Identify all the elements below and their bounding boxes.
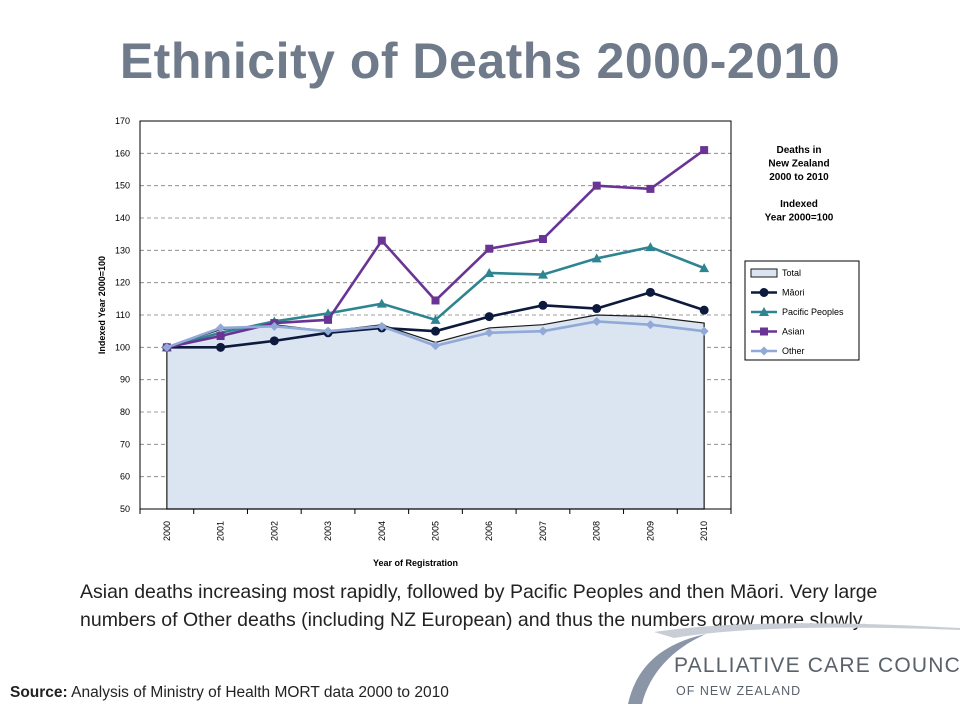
x-tick-label: 2007 [538, 521, 548, 541]
series-m-ori-point [699, 305, 709, 315]
slide-title: Ethnicity of Deaths 2000-2010 [119, 33, 841, 89]
y-tick-label: 50 [120, 504, 130, 514]
legend-label: Pacific Peoples [782, 307, 844, 317]
series-m-ori-point [538, 300, 548, 310]
chart-annotation-line: 2000 to 2010 [769, 172, 829, 183]
series-other-point [645, 320, 655, 330]
x-tick-label: 2010 [699, 521, 709, 541]
series-asian-point [646, 184, 655, 193]
series-other-point [592, 316, 602, 326]
palliative-care-council-logo: PALLIATIVE CARE COUNCIL OF NEW ZEALAND [614, 620, 960, 720]
x-tick-label: 2000 [162, 521, 172, 541]
deaths-line-chart: 50 60 70 80 90 100 110 120 130 140 150 160 170 2000 20… [97, 116, 860, 568]
series-pacific-peoples-point [591, 253, 602, 263]
x-axis-title: Year of Registration [373, 558, 458, 568]
series-other-point [216, 323, 226, 333]
x-tick-label: 2004 [377, 521, 387, 541]
series-asian-point [431, 296, 440, 305]
y-tick-label: 160 [115, 148, 130, 158]
chart-annotation-line: Year 2000=100 [765, 213, 834, 224]
series-pacific-peoples-point [484, 267, 495, 277]
y-tick-label: 90 [120, 375, 130, 385]
x-tick-label: 2006 [484, 521, 494, 541]
x-tick-label: 2001 [216, 521, 226, 541]
series-m-ori-point [645, 287, 655, 297]
series-other-point [377, 321, 387, 331]
series-other-point [323, 326, 333, 336]
x-tick-label: 2008 [592, 521, 602, 541]
legend-label: Other [782, 346, 805, 356]
legend-swatch-marker [759, 346, 769, 356]
series-other-point [538, 326, 548, 336]
series-m-ori-point [592, 304, 602, 314]
series-pacific-peoples-point [430, 314, 441, 324]
legend-swatch-total [750, 268, 778, 278]
y-tick-label: 60 [120, 472, 130, 482]
y-tick-label: 130 [115, 245, 130, 255]
series-asian-point [485, 244, 494, 253]
y-tick-label: 70 [120, 439, 130, 449]
series-asian-point [324, 315, 333, 324]
y-tick-label: 120 [115, 278, 130, 288]
series-asian-point [700, 146, 709, 155]
series-asian-point [538, 235, 547, 244]
y-tick-label: 80 [120, 407, 130, 417]
series-other-point [269, 321, 279, 331]
series-asian-point [592, 181, 601, 190]
series-pacific-peoples-point [699, 263, 710, 273]
logo-line1: PALLIATIVE CARE COUNCIL [674, 654, 960, 677]
chart-annotation-line: New Zealand [768, 159, 829, 170]
series-asian-point [216, 332, 225, 341]
series-pacific-peoples-point [376, 298, 387, 308]
series-other-point [162, 342, 172, 352]
body-text: Asian deaths increasing most rapidly, fo… [80, 581, 878, 631]
y-tick-label: 150 [115, 181, 130, 191]
logo-line2: OF NEW ZEALAND [676, 684, 802, 698]
logo-swoosh-icon [628, 623, 960, 704]
x-tick-label: 2005 [431, 521, 441, 541]
legend-label: Asian [782, 327, 805, 337]
y-tick-label: 140 [115, 213, 130, 223]
legend-swatch-marker [759, 288, 769, 297]
series-m-ori-point [269, 336, 279, 346]
series-other-point [484, 328, 494, 338]
series-other-point [699, 326, 709, 336]
y-tick-label: 100 [115, 342, 130, 352]
x-tick-label: 2002 [269, 521, 279, 541]
x-tick-label: 2003 [323, 521, 333, 541]
source-label: Source: [10, 684, 68, 701]
series-asian-point [377, 236, 386, 245]
source-text: Analysis of Ministry of Health MORT data… [67, 684, 449, 701]
legend-label: Total [782, 268, 801, 278]
y-tick-label: 170 [115, 116, 130, 126]
series-m-ori-point [431, 326, 440, 336]
series-pacific-peoples-point [537, 269, 548, 279]
chart-annotation-line: Deaths in [776, 145, 821, 156]
y-tick-label: 110 [116, 310, 130, 320]
series-other-point [431, 341, 440, 351]
series-m-ori-point [484, 312, 494, 322]
plot-frame [139, 120, 732, 510]
series-pacific-peoples-point [645, 242, 656, 252]
series-m-ori-point [216, 342, 226, 352]
legend-swatch-marker [760, 327, 768, 336]
legend-label: Māori [782, 288, 805, 298]
legend-swatch-marker [759, 307, 769, 316]
chart-annotation-line: Indexed [780, 199, 818, 210]
y-axis-title: Indexed Year 2000=100 [97, 256, 107, 354]
source-note: Source: Analysis of Ministry of Health M… [10, 684, 449, 702]
x-tick-label: 2009 [645, 521, 655, 541]
